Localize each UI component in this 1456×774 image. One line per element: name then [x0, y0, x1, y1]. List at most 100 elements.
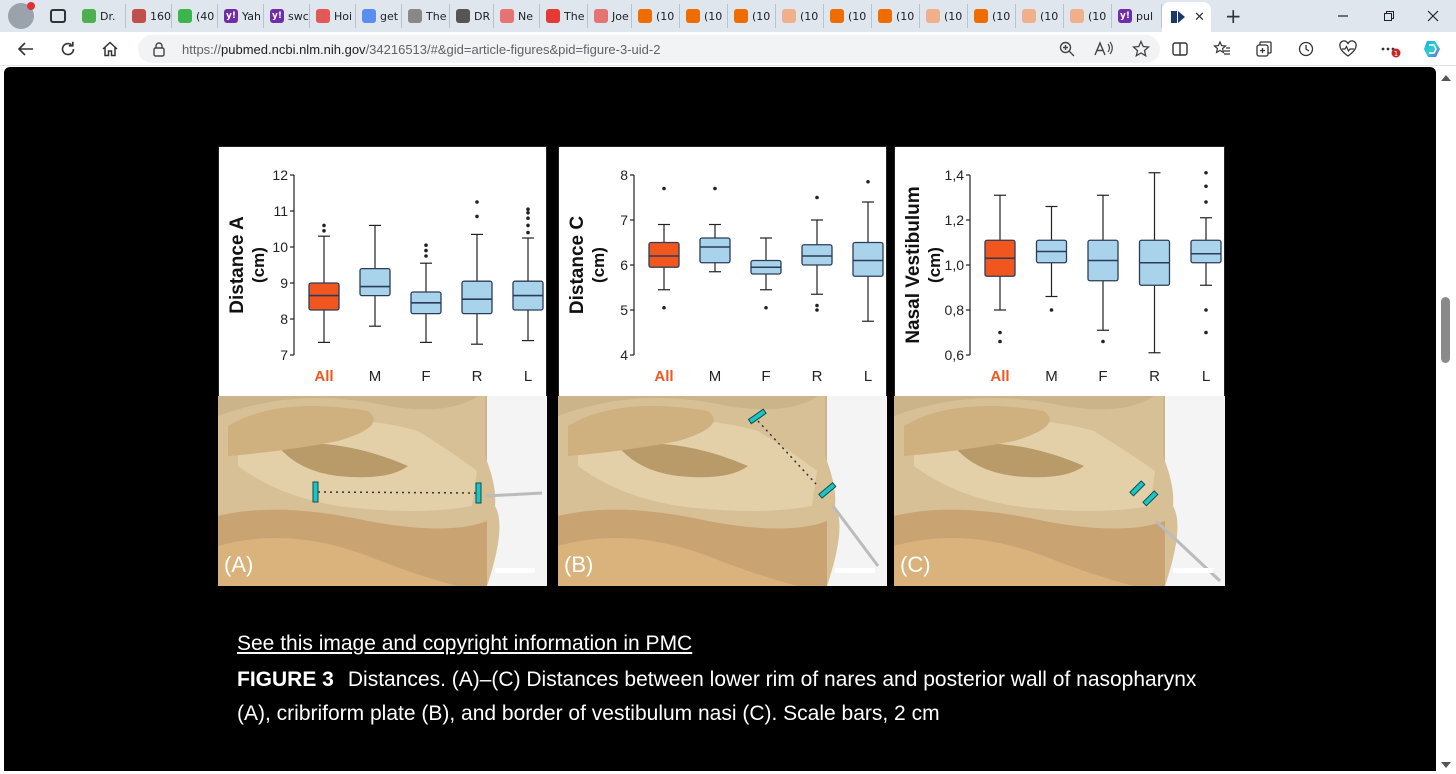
tab-favicon-icon [782, 9, 796, 23]
measurement-marker [475, 482, 482, 504]
anatomy-section-image: (C) [894, 396, 1225, 586]
x-category-label: M [1045, 368, 1058, 385]
new-tab-button[interactable]: + [1224, 4, 1242, 28]
tab-item[interactable]: Joe [588, 4, 632, 28]
tab-item[interactable]: DR [450, 4, 494, 28]
outlier-point [1204, 200, 1208, 204]
tab-item[interactable]: y! pul [1112, 4, 1162, 28]
restore-icon [1384, 11, 1394, 21]
tab-favicon-icon [878, 9, 892, 23]
tab-item[interactable]: y! Yah [218, 4, 264, 28]
read-aloud-icon[interactable] [1094, 40, 1114, 58]
tab-favicon-icon [1022, 9, 1036, 23]
tab-favicon-icon [362, 9, 376, 23]
outlier-point [815, 308, 819, 312]
tab-item[interactable]: (10 [872, 4, 920, 28]
tab-item[interactable]: get [356, 4, 402, 28]
tab-label: (10 [848, 9, 867, 23]
performance-button[interactable] [1332, 35, 1364, 63]
tab-label: get [380, 9, 399, 23]
history-icon [1298, 41, 1314, 57]
tab-label: (10 [656, 9, 675, 23]
face-background [827, 396, 887, 586]
collections-button[interactable] [1248, 35, 1280, 63]
x-category-label: L [864, 368, 872, 385]
minimize-button[interactable] [1320, 0, 1366, 32]
box [852, 241, 884, 277]
window-close-button[interactable] [1410, 0, 1456, 32]
refresh-button[interactable] [54, 35, 82, 63]
outlier-point [1204, 330, 1208, 335]
panel-tag: (A) [224, 552, 253, 577]
box [801, 244, 833, 266]
zoom-icon[interactable] [1058, 40, 1076, 58]
scrollbar-thumb[interactable] [1441, 297, 1450, 363]
y-tick-label: 7 [280, 347, 288, 363]
url-text[interactable]: https://pubmed.ncbi.nlm.nih.gov/34216513… [182, 41, 661, 57]
home-button[interactable] [96, 35, 124, 63]
outlier-point [526, 211, 530, 215]
tab-item[interactable]: (10 [728, 4, 776, 28]
tab-label: (10 [896, 9, 915, 23]
tab-item[interactable]: (10 [632, 4, 680, 28]
tab-actions-icon[interactable] [50, 9, 66, 23]
copilot-button[interactable] [1416, 35, 1448, 63]
x-category-label: L [1202, 368, 1210, 385]
outlier-point [815, 195, 819, 200]
y-axis-unit: (cm) [925, 247, 944, 283]
tab-item[interactable]: (40 [172, 4, 218, 28]
favorites-button[interactable] [1206, 35, 1238, 63]
tongue [218, 538, 458, 586]
tab-item[interactable]: (10 [680, 4, 728, 28]
tab-item[interactable]: The [540, 4, 588, 28]
tab-item[interactable]: (10 [1064, 4, 1112, 28]
tab-item[interactable]: (10 [824, 4, 872, 28]
scrollbar[interactable] [1436, 67, 1456, 774]
measurement-line [757, 420, 817, 485]
tab-item[interactable]: (10 [920, 4, 968, 28]
more-menu-button[interactable]: 1 [1374, 35, 1406, 63]
split-screen-button[interactable] [1164, 35, 1196, 63]
tab-item[interactable]: (10 [776, 4, 824, 28]
outlier-point [1049, 308, 1054, 312]
lock-icon[interactable] [152, 41, 170, 57]
close-tab-icon[interactable]: ✕ [1194, 9, 1205, 25]
tab-active[interactable]: ✕ [1162, 2, 1211, 32]
y-tick-label: 8 [280, 311, 288, 327]
outlier-point [526, 216, 530, 220]
y-tick-label: 11 [273, 203, 288, 219]
restore-button[interactable] [1366, 0, 1412, 32]
outlier-point [475, 214, 479, 219]
tab-item[interactable]: (10 [968, 4, 1016, 28]
tab-item[interactable]: 160 [126, 4, 172, 28]
tab-item[interactable]: Dr. [76, 4, 126, 28]
boxplot-panel: Nasal Vestibulum (cm) 1,4 1,2 1,0 0,8 0,6 All M F… [894, 146, 1225, 398]
outlier-point [662, 305, 666, 310]
tab-strip: Dr. 160 (40 y! Yah y! swc Hoi get The DR Ne The Joe (1… [0, 0, 1456, 32]
history-button[interactable] [1290, 35, 1322, 63]
y-tick-label: 12 [272, 167, 288, 183]
outlier-point [1204, 308, 1208, 312]
anatomy-photo: (C) [894, 396, 1225, 586]
minimize-icon [1338, 15, 1348, 17]
x-category-label: M [369, 368, 382, 385]
scroll-down-icon[interactable] [1441, 762, 1451, 768]
tab-label: The [426, 9, 447, 23]
favorite-star-icon[interactable] [1132, 40, 1150, 58]
tab-item[interactable]: Ne [494, 4, 540, 28]
pmc-copyright-link[interactable]: See this image and copyright information… [237, 632, 693, 655]
tab-item[interactable]: The [402, 4, 450, 28]
probe-stick [831, 505, 880, 567]
outlier-point [998, 339, 1002, 344]
tab-favicon-icon [1070, 9, 1084, 23]
back-button[interactable] [12, 35, 40, 63]
profile-avatar[interactable] [8, 2, 35, 29]
scroll-up-icon[interactable] [1441, 75, 1451, 81]
tongue [558, 538, 798, 586]
x-category-label: M [709, 368, 722, 385]
tab-item[interactable]: (10 [1016, 4, 1064, 28]
tab-item[interactable]: Hoi [310, 4, 356, 28]
y-tick-label: 4 [620, 347, 628, 363]
tab-item[interactable]: y! swc [264, 4, 310, 28]
address-bar[interactable]: https://pubmed.ncbi.nlm.nih.gov/34216513… [138, 35, 1160, 63]
